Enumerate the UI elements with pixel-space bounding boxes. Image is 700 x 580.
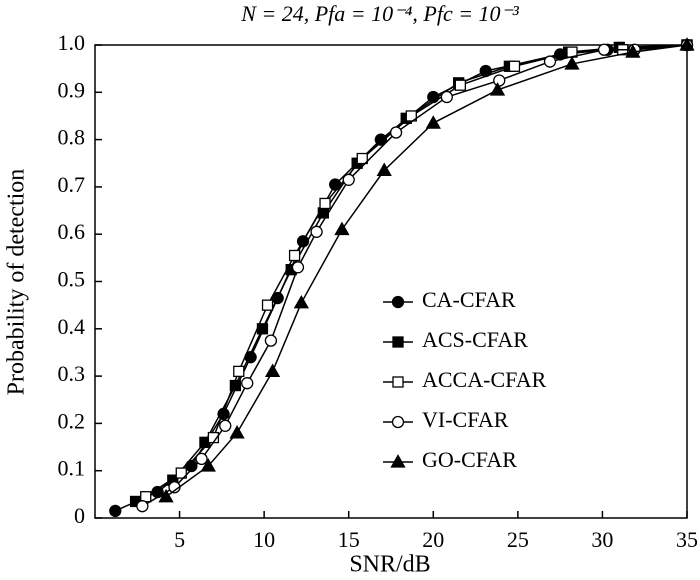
x-tick-label: 5 bbox=[174, 527, 185, 552]
data-point bbox=[334, 221, 350, 236]
legend-label: ACCA-CFAR bbox=[422, 367, 547, 392]
legend-marker bbox=[391, 295, 405, 309]
data-point bbox=[376, 162, 392, 176]
data-point bbox=[200, 458, 216, 472]
data-point bbox=[288, 249, 301, 262]
y-tick-label: 0.5 bbox=[58, 267, 86, 292]
legend-marker bbox=[391, 415, 405, 429]
legend-label: ACS-CFAR bbox=[422, 327, 528, 352]
data-point bbox=[264, 334, 278, 347]
data-point bbox=[374, 133, 388, 146]
y-tick-label: 0.6 bbox=[58, 219, 86, 244]
data-point bbox=[233, 365, 245, 378]
x-tick-label: 20 bbox=[422, 527, 444, 552]
data-point bbox=[625, 44, 641, 58]
data-point bbox=[264, 363, 281, 378]
data-point bbox=[597, 43, 611, 56]
legend-marker bbox=[392, 336, 404, 348]
data-point bbox=[136, 500, 149, 513]
y-tick-label: 0.9 bbox=[58, 77, 86, 102]
chart-title: N = 24, Pfa = 10⁻⁴, Pfc = 10⁻³ bbox=[240, 1, 519, 26]
y-axis-label: Probability of detection bbox=[4, 169, 30, 396]
data-point bbox=[261, 299, 274, 311]
legend-marker bbox=[392, 376, 404, 388]
y-tick-label: 0.4 bbox=[58, 314, 86, 339]
legend-label: GO-CFAR bbox=[422, 447, 517, 472]
y-tick-label: 1.0 bbox=[58, 30, 86, 55]
data-point bbox=[679, 37, 695, 51]
data-point bbox=[440, 90, 453, 104]
data-point bbox=[241, 377, 254, 390]
legend-label: VI-CFAR bbox=[422, 407, 509, 432]
data-point bbox=[219, 419, 232, 432]
data-point bbox=[329, 178, 342, 191]
data-point bbox=[508, 60, 521, 72]
legend-marker bbox=[390, 454, 406, 468]
y-tick-label: 0.2 bbox=[58, 408, 86, 433]
y-tick-label: 0.7 bbox=[58, 172, 86, 197]
data-point bbox=[229, 425, 245, 439]
data-point bbox=[564, 56, 580, 70]
data-point bbox=[109, 504, 122, 518]
data-point bbox=[310, 225, 323, 238]
series-line bbox=[141, 44, 688, 507]
x-axis-label: SNR/dB bbox=[349, 552, 430, 578]
plot-frame bbox=[94, 44, 688, 519]
data-point bbox=[454, 79, 466, 91]
data-point bbox=[195, 452, 208, 466]
x-tick-label: 15 bbox=[338, 527, 360, 552]
x-tick-label: 35 bbox=[676, 527, 698, 552]
data-point bbox=[319, 197, 331, 210]
x-tick-label: 25 bbox=[507, 527, 529, 552]
y-tick-label: 0.1 bbox=[58, 456, 86, 481]
data-point bbox=[543, 55, 557, 68]
data-point bbox=[342, 173, 355, 186]
data-point bbox=[356, 152, 368, 165]
data-point bbox=[291, 261, 305, 274]
data-point bbox=[493, 74, 506, 87]
data-point bbox=[175, 467, 187, 479]
data-point bbox=[389, 126, 403, 139]
y-tick-label: 0 bbox=[74, 503, 85, 528]
data-point bbox=[185, 459, 198, 473]
data-point bbox=[158, 488, 174, 503]
data-point bbox=[293, 294, 309, 309]
y-tick-label: 0.3 bbox=[58, 361, 86, 386]
data-point bbox=[489, 82, 506, 96]
y-tick-label: 0.8 bbox=[58, 125, 86, 150]
legend-label: CA-CFAR bbox=[422, 287, 516, 312]
data-point bbox=[425, 115, 441, 129]
x-tick-label: 30 bbox=[591, 527, 613, 552]
x-tick-label: 10 bbox=[253, 527, 275, 552]
